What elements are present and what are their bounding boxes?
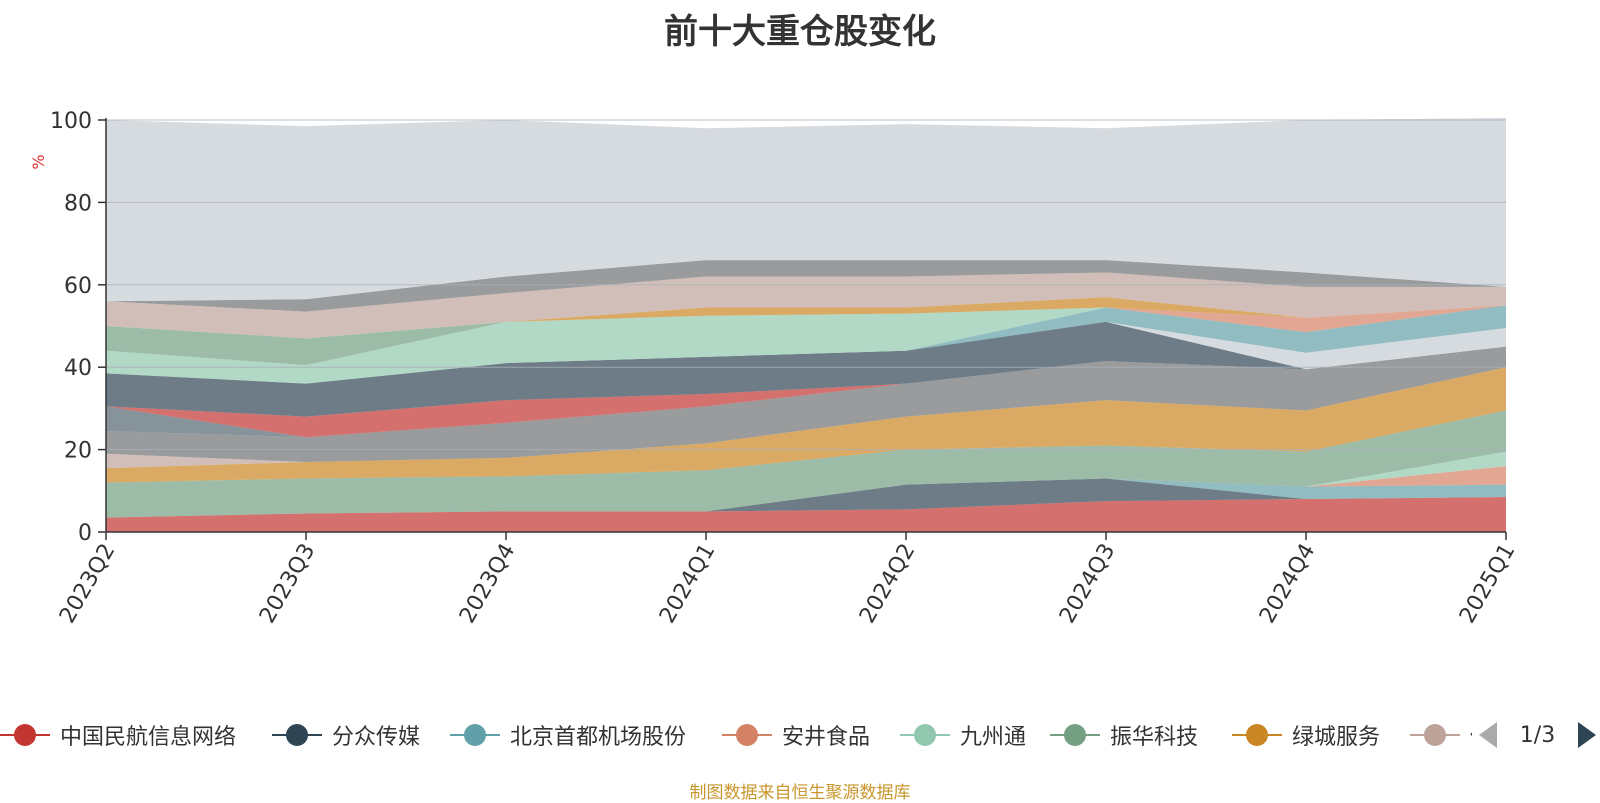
chart-area: 0 20 40 60 80 100 2023Q2 2023Q3 2023Q4 2024Q1 2024… xyxy=(29,109,1520,628)
legend-item[interactable]: 中国民航信息网络 xyxy=(0,710,236,760)
legend-item[interactable]: 绿城服务 xyxy=(1232,710,1380,760)
area-series-7 xyxy=(106,367,1506,483)
legend-label: 北京首都机场股份 xyxy=(510,725,687,750)
area-series-21 xyxy=(106,117,1506,302)
x-tick-label: 2023Q3 xyxy=(255,540,320,628)
legend-swatch-icon xyxy=(0,720,50,750)
legend-swatch-icon xyxy=(1050,720,1100,750)
y-tick-label: 20 xyxy=(64,439,92,464)
area-series-1 xyxy=(106,496,1506,532)
legend-item[interactable]: 北京首都机场股份 xyxy=(450,710,686,760)
x-tick-label: 2025Q1 xyxy=(1455,540,1520,628)
legend-label: 分众传媒 xyxy=(332,725,421,750)
legend-swatch-icon xyxy=(1232,720,1282,750)
legend-item[interactable]: 伊利股份 xyxy=(1410,710,1472,760)
legend-label: 安井食品 xyxy=(782,725,871,750)
area-series-11 xyxy=(106,346,1506,438)
legend-next-page-icon[interactable] xyxy=(1578,722,1596,748)
legend-swatch-icon xyxy=(900,720,950,750)
area-series-17 xyxy=(106,305,1506,366)
legend-item[interactable]: 分众传媒 xyxy=(272,710,420,760)
area-series-6 xyxy=(106,410,1506,518)
legend-label: 绿城服务 xyxy=(1292,725,1381,750)
x-tick-label: 2023Q2 xyxy=(55,540,120,628)
legend-label: 振华科技 xyxy=(1110,725,1199,750)
legend-swatch-icon xyxy=(722,720,772,750)
legend-label: 九州通 xyxy=(960,725,1027,750)
x-tick-label: 2024Q3 xyxy=(1055,540,1120,628)
area-series-2 xyxy=(106,478,1506,518)
stacked-areas xyxy=(106,117,1506,532)
source-note: 制图数据来自恒生聚源数据库 xyxy=(689,783,911,803)
y-axis-label: % xyxy=(29,154,48,169)
legend-item[interactable]: 安井食品 xyxy=(722,710,870,760)
legend-item[interactable]: 九州通 xyxy=(900,710,1026,760)
y-tick-label: 60 xyxy=(64,274,92,299)
legend-swatch-icon xyxy=(272,720,322,750)
x-tick-label: 2024Q1 xyxy=(655,540,720,628)
area-series-15 xyxy=(106,305,1506,384)
area-series-20 xyxy=(106,260,1506,312)
legend-items: 中国民航信息网络 分众传媒 北京首都机场股份 安井食品 九州通 振华科技 绿城服务 伊利股份 xyxy=(0,710,1472,760)
legend-label: 伊利股份 xyxy=(1470,719,1472,751)
area-series-14 xyxy=(106,305,1506,384)
y-tick-label: 0 xyxy=(78,521,92,546)
legend-swatch-icon xyxy=(1410,720,1460,750)
legend-pager: 1/3 xyxy=(1475,710,1600,760)
legend-label: 中国民航信息网络 xyxy=(60,725,237,750)
x-tick-label: 2023Q4 xyxy=(455,540,520,628)
area-series-9 xyxy=(106,346,1506,462)
x-tick-label: 2024Q2 xyxy=(855,540,920,628)
legend-prev-page-icon[interactable] xyxy=(1479,722,1497,748)
y-tick-label: 40 xyxy=(64,356,92,381)
area-series-10 xyxy=(106,346,1506,438)
area-series-18 xyxy=(106,297,1506,339)
y-tick-label: 100 xyxy=(50,109,92,134)
area-series-19 xyxy=(106,272,1506,339)
legend-swatch-icon xyxy=(450,720,500,750)
legend-page-indicator: 1/3 xyxy=(1519,722,1556,748)
chart-title: 前十大重仓股变化 xyxy=(664,12,936,52)
y-tick-label: 80 xyxy=(64,191,92,216)
legend-item[interactable]: 振华科技 xyxy=(1050,710,1198,760)
x-tick-label: 2024Q4 xyxy=(1255,540,1320,628)
legend: 中国民航信息网络分众传媒北京首都机场股份安井食品九州通振华科技绿城服务伊利股份 … xyxy=(0,710,1600,760)
area-series-12 xyxy=(106,321,1506,417)
